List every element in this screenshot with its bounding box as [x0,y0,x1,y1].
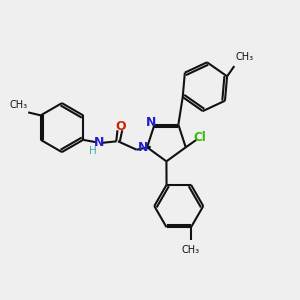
Text: Cl: Cl [194,131,206,144]
Text: H: H [89,146,97,156]
Text: N: N [94,136,104,149]
Text: CH₃: CH₃ [9,100,28,110]
Text: O: O [116,120,126,133]
Text: CH₃: CH₃ [236,52,253,62]
Text: N: N [137,141,148,154]
Text: N: N [146,116,157,129]
Text: CH₃: CH₃ [182,245,200,255]
